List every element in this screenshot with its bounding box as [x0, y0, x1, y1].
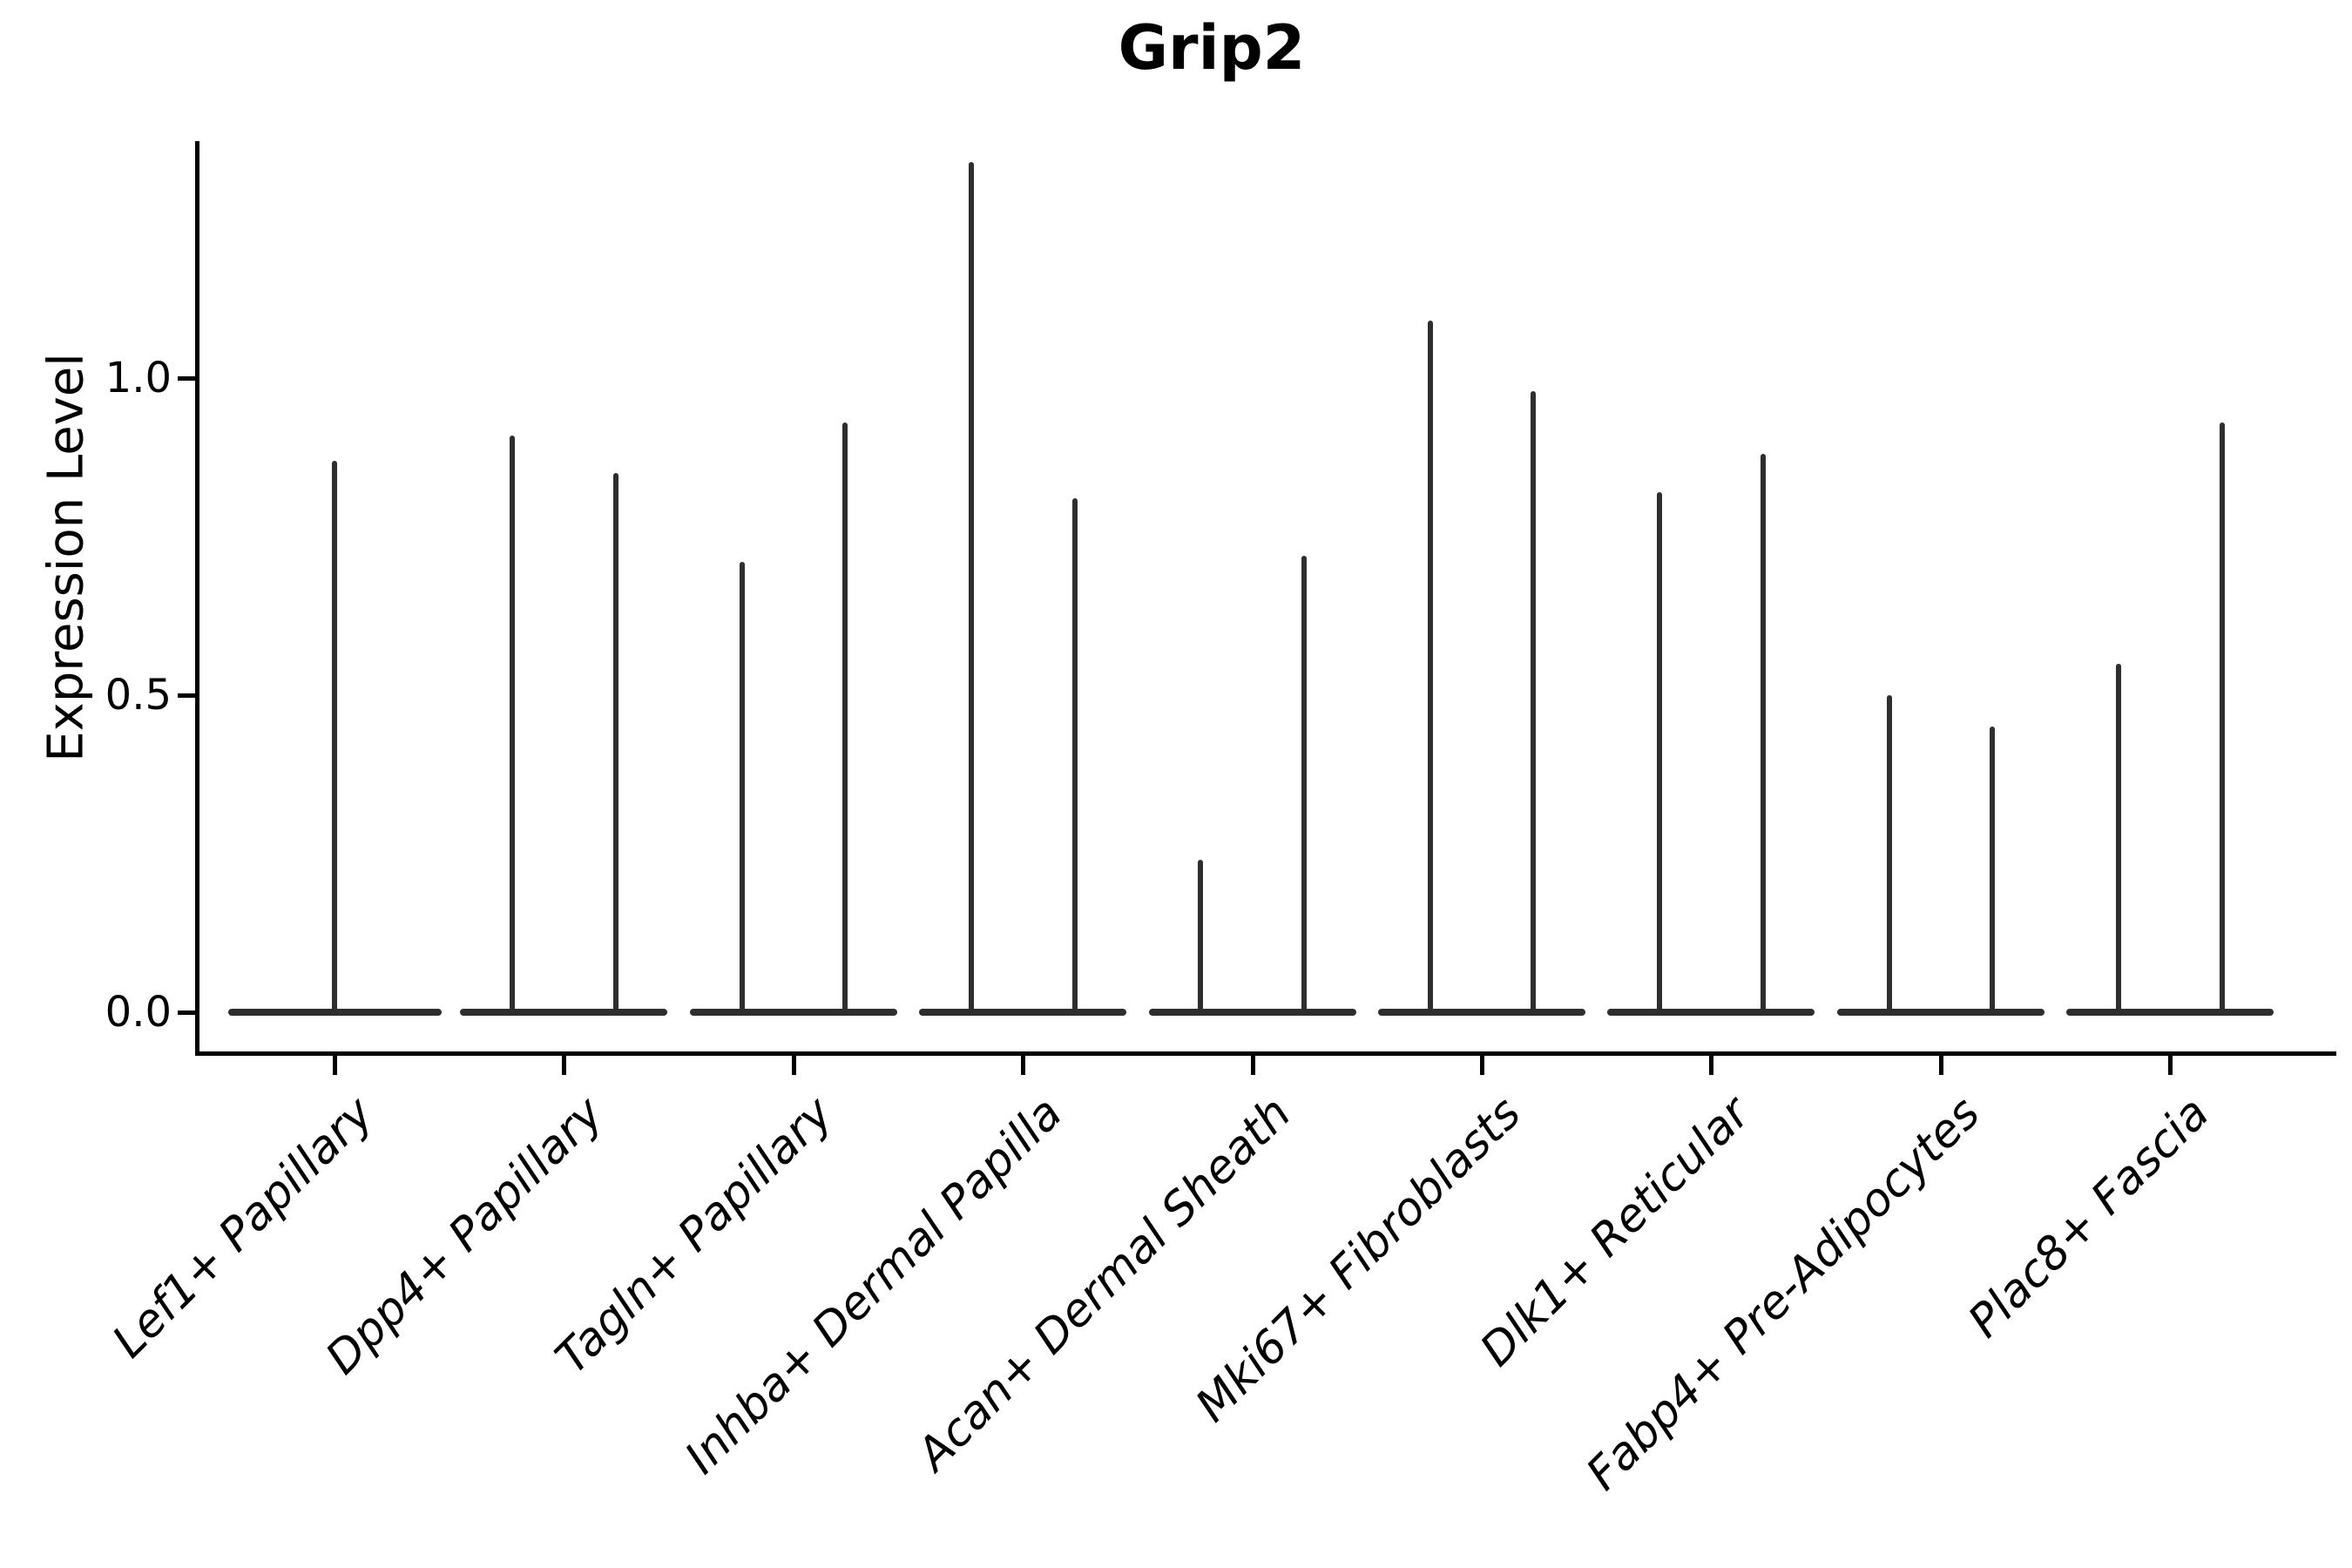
violin-spike — [612, 473, 618, 1016]
violin-spike — [510, 435, 516, 1016]
violin-spike — [2219, 422, 2225, 1016]
violin-base — [689, 1009, 897, 1016]
violin-base — [1378, 1009, 1585, 1016]
violin-spike — [968, 162, 974, 1016]
violin-spike — [1760, 454, 1766, 1016]
y-tick-mark — [178, 376, 195, 381]
x-tick-mark — [562, 1056, 567, 1075]
x-tick-mark — [1480, 1056, 1484, 1075]
x-category-label: Plac8+ Fascia — [1958, 1087, 2220, 1348]
violin-spike — [1427, 321, 1433, 1016]
x-tick-mark — [1250, 1056, 1255, 1075]
x-tick-mark — [1709, 1056, 1714, 1075]
x-tick-mark — [1938, 1056, 1943, 1075]
violin-spike — [1886, 695, 1892, 1016]
violin-spike — [1301, 555, 1307, 1016]
violin-spike — [842, 422, 848, 1016]
y-tick-label: 1.0 — [105, 354, 172, 402]
violin-spike — [1198, 860, 1204, 1016]
y-tick-mark — [178, 1010, 195, 1015]
chart-title: Grip2 — [1118, 12, 1306, 84]
violin-spike — [1990, 727, 1996, 1016]
y-tick-mark — [178, 693, 195, 698]
violin-spike — [1531, 390, 1537, 1016]
violin-base — [2066, 1009, 2274, 1016]
x-axis-spine — [195, 1051, 2336, 1056]
violin-spike — [332, 460, 337, 1016]
x-tick-mark — [791, 1056, 796, 1075]
x-tick-mark — [333, 1056, 337, 1075]
y-tick-label: 0.5 — [105, 671, 172, 720]
y-axis-spine — [195, 141, 199, 1056]
y-tick-label: 0.0 — [105, 988, 172, 1037]
x-category-label: Fabp4+ Pre-Adipocytes — [1576, 1087, 1990, 1501]
violin-base — [460, 1009, 668, 1016]
violin-base — [1836, 1009, 2044, 1016]
x-category-label: Inhba+ Dermal Papilla — [674, 1087, 1072, 1484]
violin-base — [1607, 1009, 1815, 1016]
violin-base — [1148, 1009, 1356, 1016]
violin-spike — [1657, 492, 1663, 1016]
violin-base — [919, 1009, 1127, 1016]
x-tick-mark — [2168, 1056, 2173, 1075]
violin-spike — [2115, 663, 2121, 1016]
violin-spike — [1071, 498, 1078, 1016]
x-tick-mark — [1021, 1056, 1026, 1075]
violin-spike — [739, 562, 745, 1016]
x-category-label: Acan+ Dermal Sheath — [908, 1087, 1302, 1481]
